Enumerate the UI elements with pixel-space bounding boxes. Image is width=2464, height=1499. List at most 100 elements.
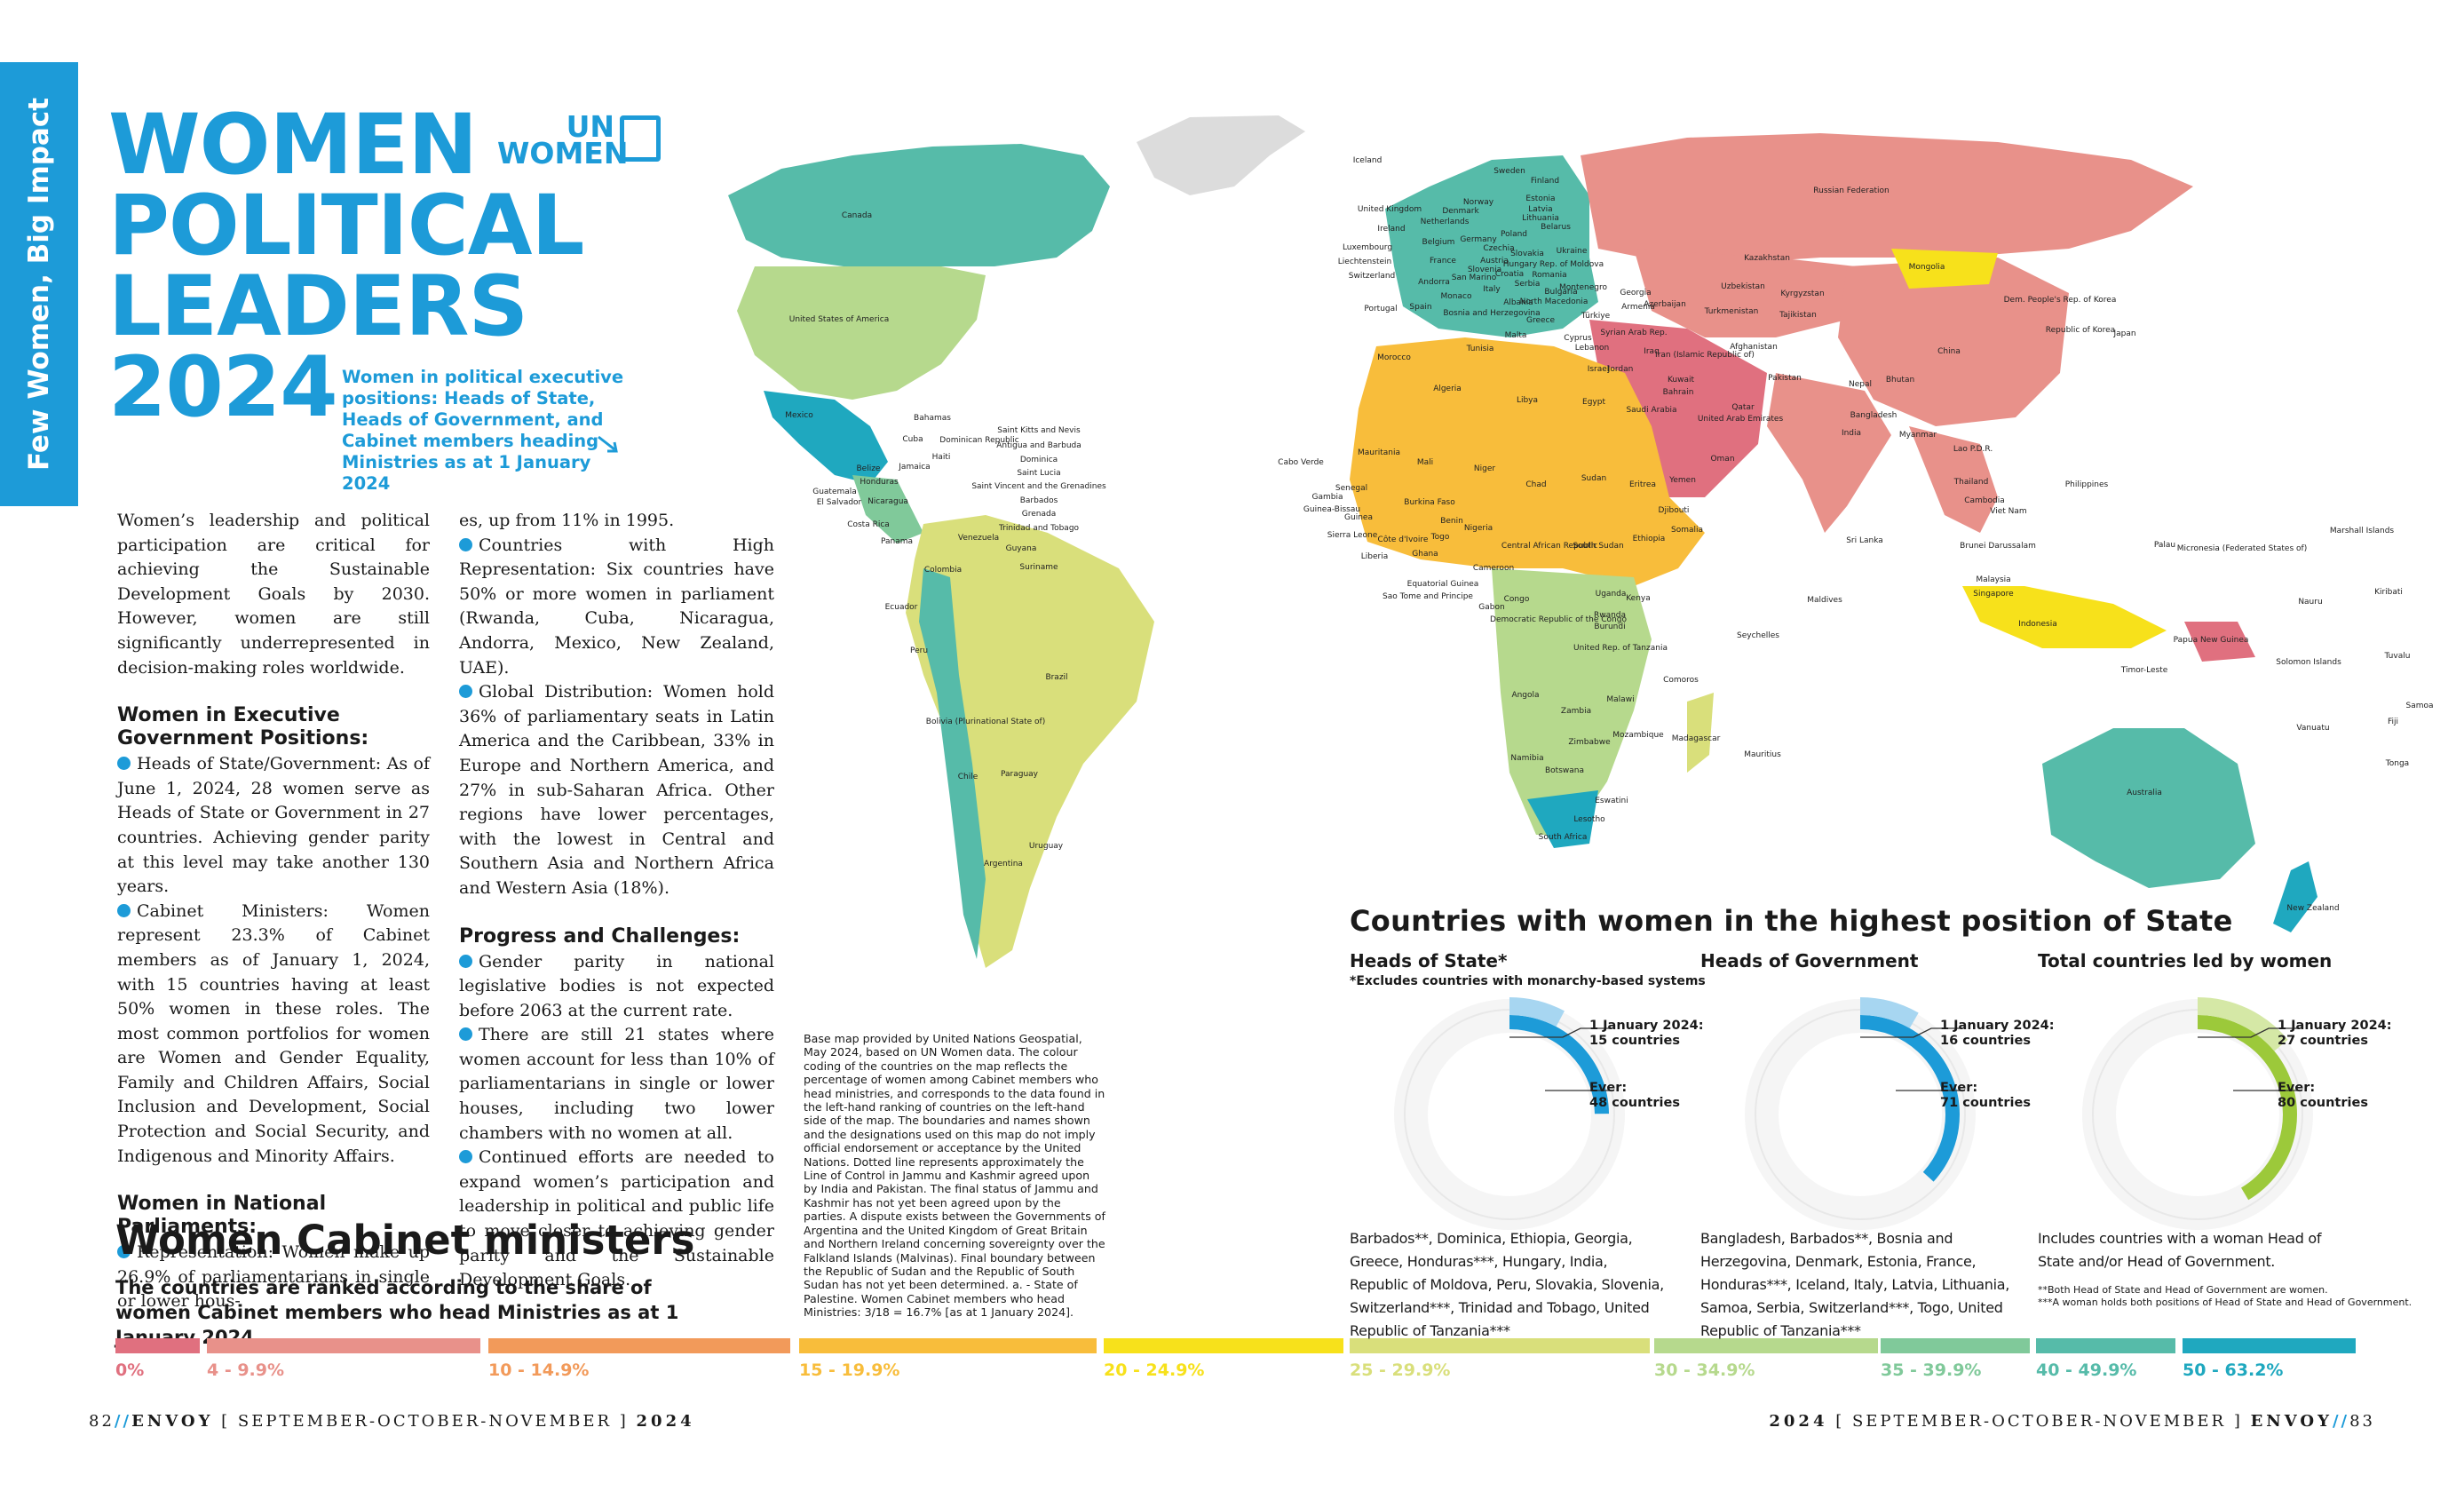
legend-swatch	[1654, 1338, 1878, 1353]
map-label: Mauritania	[1358, 448, 1400, 457]
state-chart-title: Heads of Government	[1700, 950, 1919, 972]
map-label: Slovakia	[1510, 250, 1544, 258]
madagascar	[1687, 693, 1714, 773]
map-label: Equatorial Guinea	[1407, 580, 1479, 589]
map-label: Oman	[1710, 455, 1734, 464]
map-label: Honduras	[860, 478, 899, 487]
map-label: Vanuatu	[2296, 724, 2329, 733]
map-label: Palau	[2154, 541, 2175, 550]
map-label: Brunei Darussalam	[1960, 542, 2036, 551]
map-label: Grenada	[1022, 510, 1056, 519]
map-label: Indonesia	[2018, 620, 2057, 629]
map-label: Mali	[1417, 458, 1433, 467]
legend-label: 40 - 49.9%	[2036, 1360, 2137, 1380]
map-label: Cabo Verde	[1278, 458, 1324, 467]
map-label: Somalia	[1671, 526, 1703, 535]
usa	[737, 266, 986, 400]
page-number: 83	[2349, 1412, 2375, 1431]
map-label: Samoa	[2405, 702, 2433, 710]
state-donut-chart	[1743, 997, 1977, 1232]
map-label: Nicaragua	[868, 497, 908, 506]
ever-label: Ever:	[1940, 1081, 1978, 1095]
exec-item: Cabinet Ministers: Women represent 23.3%…	[117, 900, 430, 1166]
exec-item: Heads of State/Government: As of June 1,…	[117, 754, 430, 897]
map-label: Burkina Faso	[1404, 498, 1455, 507]
andes	[919, 568, 986, 959]
map-label: Saint Vincent and the Grenadines	[971, 482, 1106, 491]
bullet-icon	[117, 903, 131, 917]
map-label: Croatia	[1495, 270, 1524, 279]
map-label: South Sudan	[1573, 542, 1623, 551]
map-label: Iraq	[1644, 347, 1660, 356]
un-women-logo: UN WOMEN	[497, 112, 666, 168]
map-label: El Salvador	[817, 498, 862, 507]
map-label: Bhutan	[1886, 376, 1914, 385]
logo-icon	[620, 115, 661, 162]
map-label: Tunisia	[1466, 345, 1494, 353]
map-label: Niger	[1474, 464, 1495, 473]
se-asia	[1909, 426, 1998, 533]
map-label: Guyana	[1006, 544, 1037, 553]
map-label: Nepal	[1849, 380, 1872, 389]
map-label: Paraguay	[1001, 770, 1039, 779]
page-title: WOMEN POLITICAL LEADERS 2024	[108, 104, 588, 430]
map-label: Peru	[910, 646, 928, 655]
map-label: Netherlands	[1421, 218, 1470, 226]
map-label: Lao P.D.R.	[1953, 445, 1993, 454]
map-label: Saudi Arabia	[1626, 406, 1676, 415]
map-label: Luxembourg	[1343, 243, 1392, 252]
map-label: Montenegro	[1559, 283, 1607, 292]
map-label: Papua New Guinea	[2174, 636, 2249, 645]
map-label: North Macedonia	[1520, 297, 1589, 306]
now-value: 27 countries	[2278, 1034, 2368, 1048]
map-labels: Canada United States of America Mexico Baha…	[785, 156, 2433, 913]
map-label: Haiti	[932, 453, 951, 462]
map-label: Barbados	[1020, 496, 1058, 505]
map-label: Kuwait	[1668, 376, 1695, 385]
map-label: Bulgaria	[1544, 288, 1577, 297]
donut-ever-arc	[1410, 1015, 1609, 1214]
ever-annotation: Ever: 48 countries	[1589, 1081, 1680, 1111]
png	[2184, 622, 2255, 662]
map-label: Hungary	[1503, 260, 1538, 269]
map-label: Seychelles	[1737, 631, 1779, 640]
map-label: Lesotho	[1573, 815, 1605, 824]
now-value: 16 countries	[1940, 1034, 2031, 1048]
ever-value: 48 countries	[1589, 1096, 1680, 1110]
map-label: Eswatini	[1595, 797, 1628, 805]
map-label: Cuba	[902, 435, 923, 444]
map-label: Pakistan	[1768, 374, 1802, 383]
map-label: San Marino	[1452, 274, 1497, 282]
ever-label: Ever:	[2278, 1081, 2316, 1095]
subtitle: Women in political executive positions: …	[342, 367, 624, 494]
map-label: Bahamas	[914, 414, 951, 423]
legend-label: 4 - 9.9%	[207, 1360, 285, 1380]
map-label: Italy	[1483, 285, 1501, 294]
legend-swatch	[207, 1338, 480, 1353]
russia	[1581, 133, 2193, 266]
map-label: Costa Rica	[847, 520, 890, 529]
map-label: Malta	[1505, 331, 1527, 340]
donut-ever-arc	[2098, 1015, 2297, 1214]
map-label: Malaysia	[1976, 575, 2010, 584]
progress-item: There are still 21 states where women ac…	[459, 1025, 774, 1143]
map-label: Republic of Korea	[2046, 326, 2115, 335]
legend-label: 30 - 34.9%	[1654, 1360, 1755, 1380]
title-line: LEADERS	[108, 258, 528, 355]
magazine-name: ENVOY	[131, 1412, 214, 1431]
map-label: Gambia	[1312, 493, 1343, 502]
map-label: Serbia	[1515, 280, 1541, 289]
map-label: Cyprus	[1564, 334, 1592, 343]
map-label: Poland	[1501, 230, 1527, 239]
map-label: Lebanon	[1575, 344, 1610, 353]
map-label: United Rep. of Tanzania	[1573, 644, 1668, 653]
progress-heading: Progress and Challenges:	[459, 924, 741, 948]
map-label: Libya	[1517, 396, 1538, 405]
map-label: Gabon	[1478, 603, 1504, 612]
parl-item: Countries with High Representation: Six …	[459, 535, 774, 678]
legend-swatch	[799, 1338, 1097, 1353]
map-label: Angola	[1511, 691, 1539, 700]
map-label: Dominican Republic	[939, 436, 1018, 445]
map-label: Guatemala	[812, 488, 857, 496]
map-label: Ethiopia	[1633, 535, 1666, 543]
